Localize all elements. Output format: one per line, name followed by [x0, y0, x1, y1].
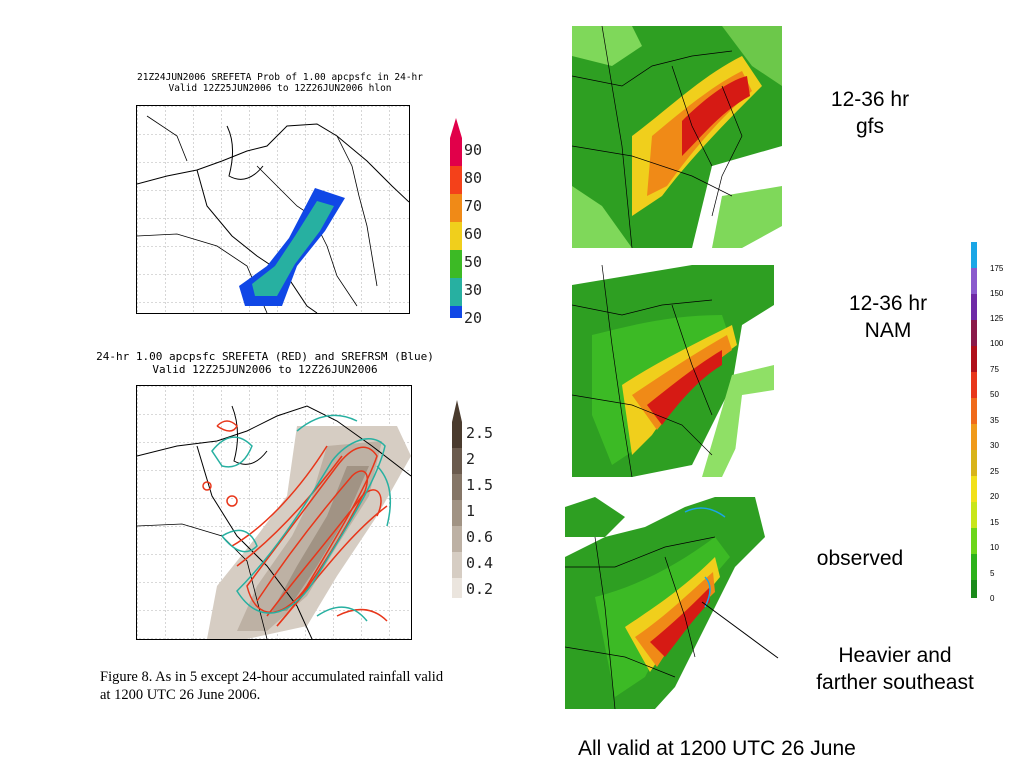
legend-swatch: [971, 554, 977, 580]
rainfall-colorbar: 2.5 2 1.5 1 0.6 0.4 0.2: [452, 400, 512, 610]
bottom-colorbar-label: 1: [466, 502, 476, 520]
legend-swatch: [971, 476, 977, 502]
footer-caption: All valid at 1200 UTC 26 June: [578, 737, 856, 760]
annotation-line1: Heavier and: [838, 644, 952, 667]
top-colorbar-label: 30: [464, 281, 483, 299]
legend-tick: 100: [990, 339, 1004, 348]
srefeta-probability-map: [136, 105, 410, 314]
top-panel-title-line1: 21Z24JUN2006 SREFETA Prob of 1.00 apcpsf…: [137, 72, 423, 83]
probability-30-region: [252, 201, 334, 296]
top-colorbar-label: 90: [464, 141, 483, 159]
legend-swatch: [971, 580, 977, 598]
figure-caption: Figure 8. As in 5 except 24-hour accumul…: [100, 668, 530, 704]
gfs-precip-map: [572, 26, 782, 248]
caption-line2: at 1200 UTC 26 June 2006.: [100, 687, 261, 703]
observed-precip-map: [565, 497, 775, 709]
gfs-label-line2: gfs: [855, 115, 884, 138]
bottom-panel-title-line1: 24-hr 1.00 apcpsfc SREFETA (RED) and SRE…: [96, 350, 434, 363]
bottom-colorbar-label: 2.5: [466, 424, 494, 442]
top-colorbar-label: 80: [464, 169, 483, 187]
top-colorbar-label: 70: [464, 197, 483, 215]
legend-swatch: [971, 424, 977, 450]
bottom-colorbar-label: 0.4: [466, 554, 494, 572]
bottom-colorbar-label: 2: [466, 450, 476, 468]
bottom-colorbar-label: 1.5: [466, 476, 494, 494]
observed-label: observed: [816, 547, 904, 570]
legend-tick: 175: [990, 264, 1004, 273]
gfs-label-line1: 12-36 hr: [830, 88, 910, 111]
probability-colorbar: 90 80 70 60 50 30 20: [450, 118, 510, 327]
legend-tick: 25: [990, 467, 999, 476]
top-colorbar-label: 60: [464, 225, 483, 243]
legend-tick: 125: [990, 314, 1004, 323]
nam-label-line2: NAM: [864, 319, 912, 342]
legend-swatch: [971, 372, 977, 398]
top-panel-title-line2: Valid 12Z25JUN2006 to 12Z26JUN2006 hlon: [168, 83, 392, 94]
legend-tick: 10: [990, 543, 999, 552]
legend-swatch: [971, 320, 977, 346]
legend-swatch: [971, 268, 977, 294]
legend-swatch: [971, 294, 977, 320]
top-colorbar-label: 50: [464, 253, 483, 271]
legend-swatch: [971, 398, 977, 424]
bottom-panel-title-line2: Valid 12Z25JUN2006 to 12Z26JUN2006: [152, 363, 378, 376]
legend-swatch: [971, 450, 977, 476]
caption-line1: Figure 8. As in 5 except 24-hour accumul…: [100, 669, 444, 685]
legend-tick: 150: [990, 289, 1004, 298]
legend-swatch: [971, 346, 977, 372]
annotation-line2: farther southeast: [816, 671, 974, 694]
legend-tick: 0: [990, 594, 995, 603]
legend-tick: 35: [990, 416, 999, 425]
srefeta-srefrsm-spaghetti-map: [136, 385, 412, 640]
bottom-colorbar-label: 0.2: [466, 580, 494, 598]
legend-swatch: [971, 528, 977, 554]
bottom-colorbar-label: 0.6: [466, 528, 494, 546]
legend-tick: 5: [990, 569, 995, 578]
legend-tick: 15: [990, 518, 999, 527]
legend-tick: 20: [990, 492, 999, 501]
legend-swatch: [971, 502, 977, 528]
legend-tick: 75: [990, 365, 999, 374]
top-colorbar-label: 20: [464, 309, 483, 327]
legend-tick: 50: [990, 390, 999, 399]
nam-label-line1: 12-36 hr: [848, 292, 928, 315]
legend-tick: 30: [990, 441, 999, 450]
nam-precip-map: [572, 265, 774, 477]
legend-swatch: [971, 242, 977, 268]
callout-line: [701, 601, 779, 659]
